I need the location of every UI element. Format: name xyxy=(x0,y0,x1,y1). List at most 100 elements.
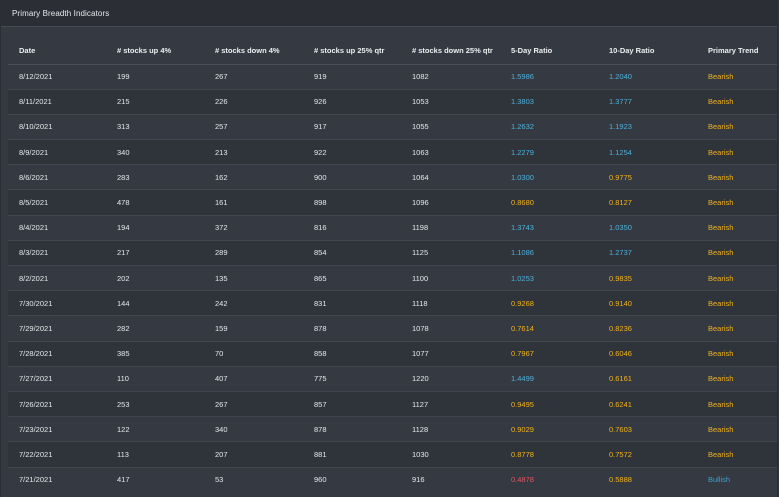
date-cell: 7/26/2021 xyxy=(8,390,106,417)
stocks-down-4-cell: 407 xyxy=(204,365,303,392)
table-row: 8/2/2021 202 135 865 1100 1.0253 0.9835 Bearish xyxy=(8,264,777,291)
ten-day-ratio-cell: 0.6241 xyxy=(598,390,697,417)
table-row: 7/23/2021 122 340 878 1128 0.9029 0.7603 Bearis… xyxy=(8,416,777,442)
primary-trend-cell: Bearish xyxy=(697,315,777,342)
stocks-down-4-cell: 267 xyxy=(204,390,303,417)
table-row: 8/5/2021 478 161 898 1096 0.8680 0.8127 Bearish xyxy=(8,189,777,216)
stocks-down-25-qtr-cell: 1118 xyxy=(401,290,500,316)
col-header-primary-trend[interactable]: Primary Trend xyxy=(697,37,777,65)
stocks-up-25-qtr-cell: 919 xyxy=(303,63,401,90)
col-header-stocks-up-4[interactable]: # stocks up 4% xyxy=(106,37,204,65)
stocks-up-4-cell: 340 xyxy=(106,139,204,165)
stocks-down-4-cell: 257 xyxy=(204,113,303,140)
stocks-down-4-cell: 242 xyxy=(204,290,303,316)
stocks-up-25-qtr-cell: 858 xyxy=(303,340,401,367)
stocks-down-25-qtr-cell: 1128 xyxy=(401,416,500,442)
stocks-down-25-qtr-cell: 1055 xyxy=(401,113,500,140)
ten-day-ratio-cell: 0.9835 xyxy=(598,264,697,291)
stocks-up-25-qtr-cell: 816 xyxy=(303,214,401,241)
stocks-up-25-qtr-cell: 960 xyxy=(303,466,401,493)
five-day-ratio-cell: 1.1086 xyxy=(500,239,598,266)
date-cell: 7/21/2021 xyxy=(8,466,106,493)
five-day-ratio-cell: 1.2632 xyxy=(500,113,598,140)
stocks-up-25-qtr-cell: 831 xyxy=(303,290,401,316)
five-day-ratio-cell: 0.8778 xyxy=(500,441,598,467)
date-cell: 7/22/2021 xyxy=(8,441,106,467)
stocks-up-4-cell: 202 xyxy=(106,264,204,291)
five-day-ratio-cell: 1.3803 xyxy=(500,88,598,115)
primary-trend-cell: Bearish xyxy=(697,390,777,417)
stocks-down-4-cell: 213 xyxy=(204,139,303,165)
stocks-up-25-qtr-cell: 865 xyxy=(303,264,401,291)
ten-day-ratio-cell: 1.2737 xyxy=(598,239,697,266)
stocks-up-25-qtr-cell: 878 xyxy=(303,315,401,342)
col-header-stocks-down-25-qtr[interactable]: # stocks down 25% qtr xyxy=(401,37,500,65)
ten-day-ratio-cell: 0.7572 xyxy=(598,441,697,467)
primary-trend-cell: Bearish xyxy=(697,63,777,90)
stocks-down-4-cell: 53 xyxy=(204,466,303,493)
date-cell: 7/30/2021 xyxy=(8,290,106,316)
col-header-5-day-ratio[interactable]: 5-Day Ratio xyxy=(500,37,598,65)
stocks-up-4-cell: 122 xyxy=(106,416,204,442)
stocks-up-4-cell: 199 xyxy=(106,63,204,90)
stocks-down-25-qtr-cell: 1078 xyxy=(401,315,500,342)
five-day-ratio-cell: 0.4878 xyxy=(500,466,598,493)
five-day-ratio-cell: 0.9029 xyxy=(500,416,598,442)
primary-trend-cell: Bearish xyxy=(697,88,777,115)
stocks-up-4-cell: 283 xyxy=(106,164,204,190)
stocks-down-4-cell: 340 xyxy=(204,416,303,442)
table-row: 8/3/2021 217 289 854 1125 1.1086 1.2737 Bearish xyxy=(8,239,777,266)
stocks-up-4-cell: 110 xyxy=(106,365,204,392)
ten-day-ratio-cell: 1.3777 xyxy=(598,88,697,115)
primary-trend-cell: Bearish xyxy=(697,139,777,165)
col-header-stocks-up-25-qtr[interactable]: # stocks up 25% qtr xyxy=(303,37,401,65)
five-day-ratio-cell: 0.9268 xyxy=(500,290,598,316)
stocks-down-4-cell: 161 xyxy=(204,189,303,216)
primary-trend-cell: Bearish xyxy=(697,239,777,266)
primary-trend-cell: Bearish xyxy=(697,441,777,467)
ten-day-ratio-cell: 1.2040 xyxy=(598,63,697,90)
stocks-up-25-qtr-cell: 854 xyxy=(303,239,401,266)
stocks-down-25-qtr-cell: 1053 xyxy=(401,88,500,115)
table-body: 8/12/2021 199 267 919 1082 1.5986 1.2040 Bearis… xyxy=(8,63,777,493)
ten-day-ratio-cell: 1.1923 xyxy=(598,113,697,140)
stocks-up-4-cell: 217 xyxy=(106,239,204,266)
table-header-row: Date # stocks up 4% # stocks down 4% # stoc… xyxy=(8,37,777,65)
primary-trend-cell: Bearish xyxy=(697,164,777,190)
table-row: 8/10/2021 313 257 917 1055 1.2632 1.1923 Bearis… xyxy=(8,113,777,140)
five-day-ratio-cell: 1.5986 xyxy=(500,63,598,90)
table-row: 8/4/2021 194 372 816 1198 1.3743 1.0350 Bearish xyxy=(8,214,777,241)
stocks-down-25-qtr-cell: 1064 xyxy=(401,164,500,190)
stocks-up-25-qtr-cell: 917 xyxy=(303,113,401,140)
five-day-ratio-cell: 0.8680 xyxy=(500,189,598,216)
ten-day-ratio-cell: 1.1254 xyxy=(598,139,697,165)
stocks-down-25-qtr-cell: 1030 xyxy=(401,441,500,467)
stocks-down-25-qtr-cell: 916 xyxy=(401,466,500,493)
panel-title: Primary Breadth Indicators xyxy=(12,9,110,18)
primary-trend-cell: Bearish xyxy=(697,365,777,392)
ten-day-ratio-cell: 0.8127 xyxy=(598,189,697,216)
stocks-up-4-cell: 478 xyxy=(106,189,204,216)
col-header-stocks-down-4[interactable]: # stocks down 4% xyxy=(204,37,303,65)
ten-day-ratio-cell: 0.9140 xyxy=(598,290,697,316)
col-header-date[interactable]: Date xyxy=(8,37,106,65)
stocks-down-4-cell: 159 xyxy=(204,315,303,342)
stocks-down-25-qtr-cell: 1100 xyxy=(401,264,500,291)
date-cell: 8/12/2021 xyxy=(8,63,106,90)
stocks-up-25-qtr-cell: 922 xyxy=(303,139,401,165)
col-header-10-day-ratio[interactable]: 10-Day Ratio xyxy=(598,37,697,65)
date-cell: 8/3/2021 xyxy=(8,239,106,266)
stocks-up-25-qtr-cell: 900 xyxy=(303,164,401,190)
primary-trend-cell: Bearish xyxy=(697,113,777,140)
table-row: 7/29/2021 282 159 878 1078 0.7614 0.8236 Bearis… xyxy=(8,315,777,342)
stocks-down-4-cell: 207 xyxy=(204,441,303,467)
five-day-ratio-cell: 1.0300 xyxy=(500,164,598,190)
table-row: 7/30/2021 144 242 831 1118 0.9268 0.9140 Bearis… xyxy=(8,290,777,316)
stocks-up-4-cell: 313 xyxy=(106,113,204,140)
ten-day-ratio-cell: 0.8236 xyxy=(598,315,697,342)
date-cell: 7/23/2021 xyxy=(8,416,106,442)
five-day-ratio-cell: 0.9495 xyxy=(500,390,598,417)
stocks-up-4-cell: 385 xyxy=(106,340,204,367)
ten-day-ratio-cell: 0.6046 xyxy=(598,340,697,367)
stocks-down-4-cell: 226 xyxy=(204,88,303,115)
